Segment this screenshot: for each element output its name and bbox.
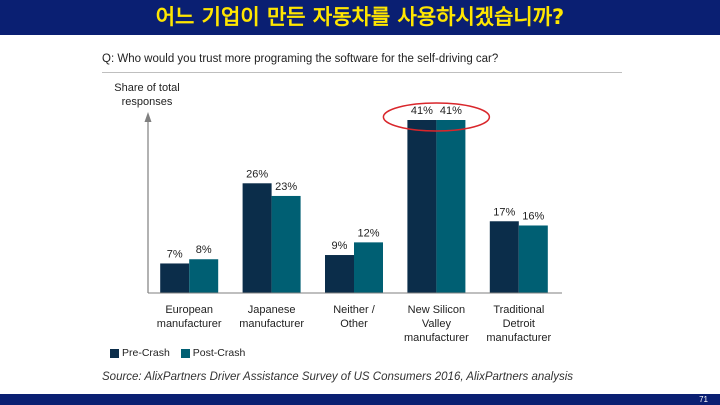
bar-post-crash-2	[354, 242, 383, 293]
legend-item-post-crash: Post-Crash	[180, 347, 246, 359]
slide-title: 어느 기업이 만든 자동차를 사용하시겠습니까?	[155, 5, 565, 29]
category-label-3: New Silicon Valley manufacturer	[404, 304, 469, 344]
bar-post-crash-4	[518, 225, 548, 293]
y-axis-label: Share of total responses	[114, 82, 180, 108]
source-note: Source: AlixPartners Driver Assistance S…	[102, 371, 574, 383]
bar-post-crash-3	[436, 120, 466, 293]
bar-pre-crash-4	[489, 221, 519, 293]
bar-pre-crash-0	[160, 263, 190, 293]
legend-swatch-post-crash	[180, 348, 190, 358]
data-label-post-crash-3: 41%	[440, 105, 462, 117]
data-label-pre-crash-2: 9%	[332, 240, 348, 252]
category-label-1: Japanese manufacturer	[239, 304, 304, 330]
data-label-pre-crash-4: 17%	[493, 206, 515, 218]
legend-swatch-pre-crash	[110, 348, 119, 358]
page-number: 71	[699, 395, 708, 404]
data-label-post-crash-1: 23%	[275, 181, 297, 193]
data-label-post-crash-2: 12%	[357, 227, 379, 239]
legend-label-post-crash: Post-Crash	[192, 347, 246, 359]
category-label-4: Traditional Detroit manufacturer	[486, 304, 551, 344]
data-label-pre-crash-3: 41%	[411, 105, 433, 117]
footer-bar: 71	[0, 394, 720, 405]
title-bar: 어느 기업이 만든 자동차를 사용하시겠습니까?	[0, 0, 720, 35]
highlight-ellipse	[382, 102, 491, 132]
legend-item-pre-crash: Pre-Crash	[110, 347, 170, 359]
data-label-post-crash-4: 16%	[522, 210, 544, 222]
bar-pre-crash-3	[407, 120, 437, 293]
bar-pre-crash-1	[242, 183, 272, 293]
survey-question: Q: Who would you trust more programing t…	[102, 53, 499, 65]
y-axis-arrow	[144, 112, 152, 122]
data-label-post-crash-0: 8%	[196, 244, 212, 256]
bar-post-crash-1	[271, 195, 301, 293]
category-label-2: Neither / Other	[333, 304, 376, 330]
data-label-pre-crash-1: 26%	[246, 168, 268, 180]
bar-post-crash-0	[189, 259, 219, 293]
category-label-0: European manufacturer	[157, 304, 222, 330]
question-divider	[102, 72, 622, 73]
bar-pre-crash-2	[325, 255, 354, 293]
data-label-pre-crash-0: 7%	[167, 248, 183, 260]
chart-legend: Pre-Crash Post-Crash	[110, 347, 253, 361]
legend-label-pre-crash: Pre-Crash	[122, 347, 170, 359]
